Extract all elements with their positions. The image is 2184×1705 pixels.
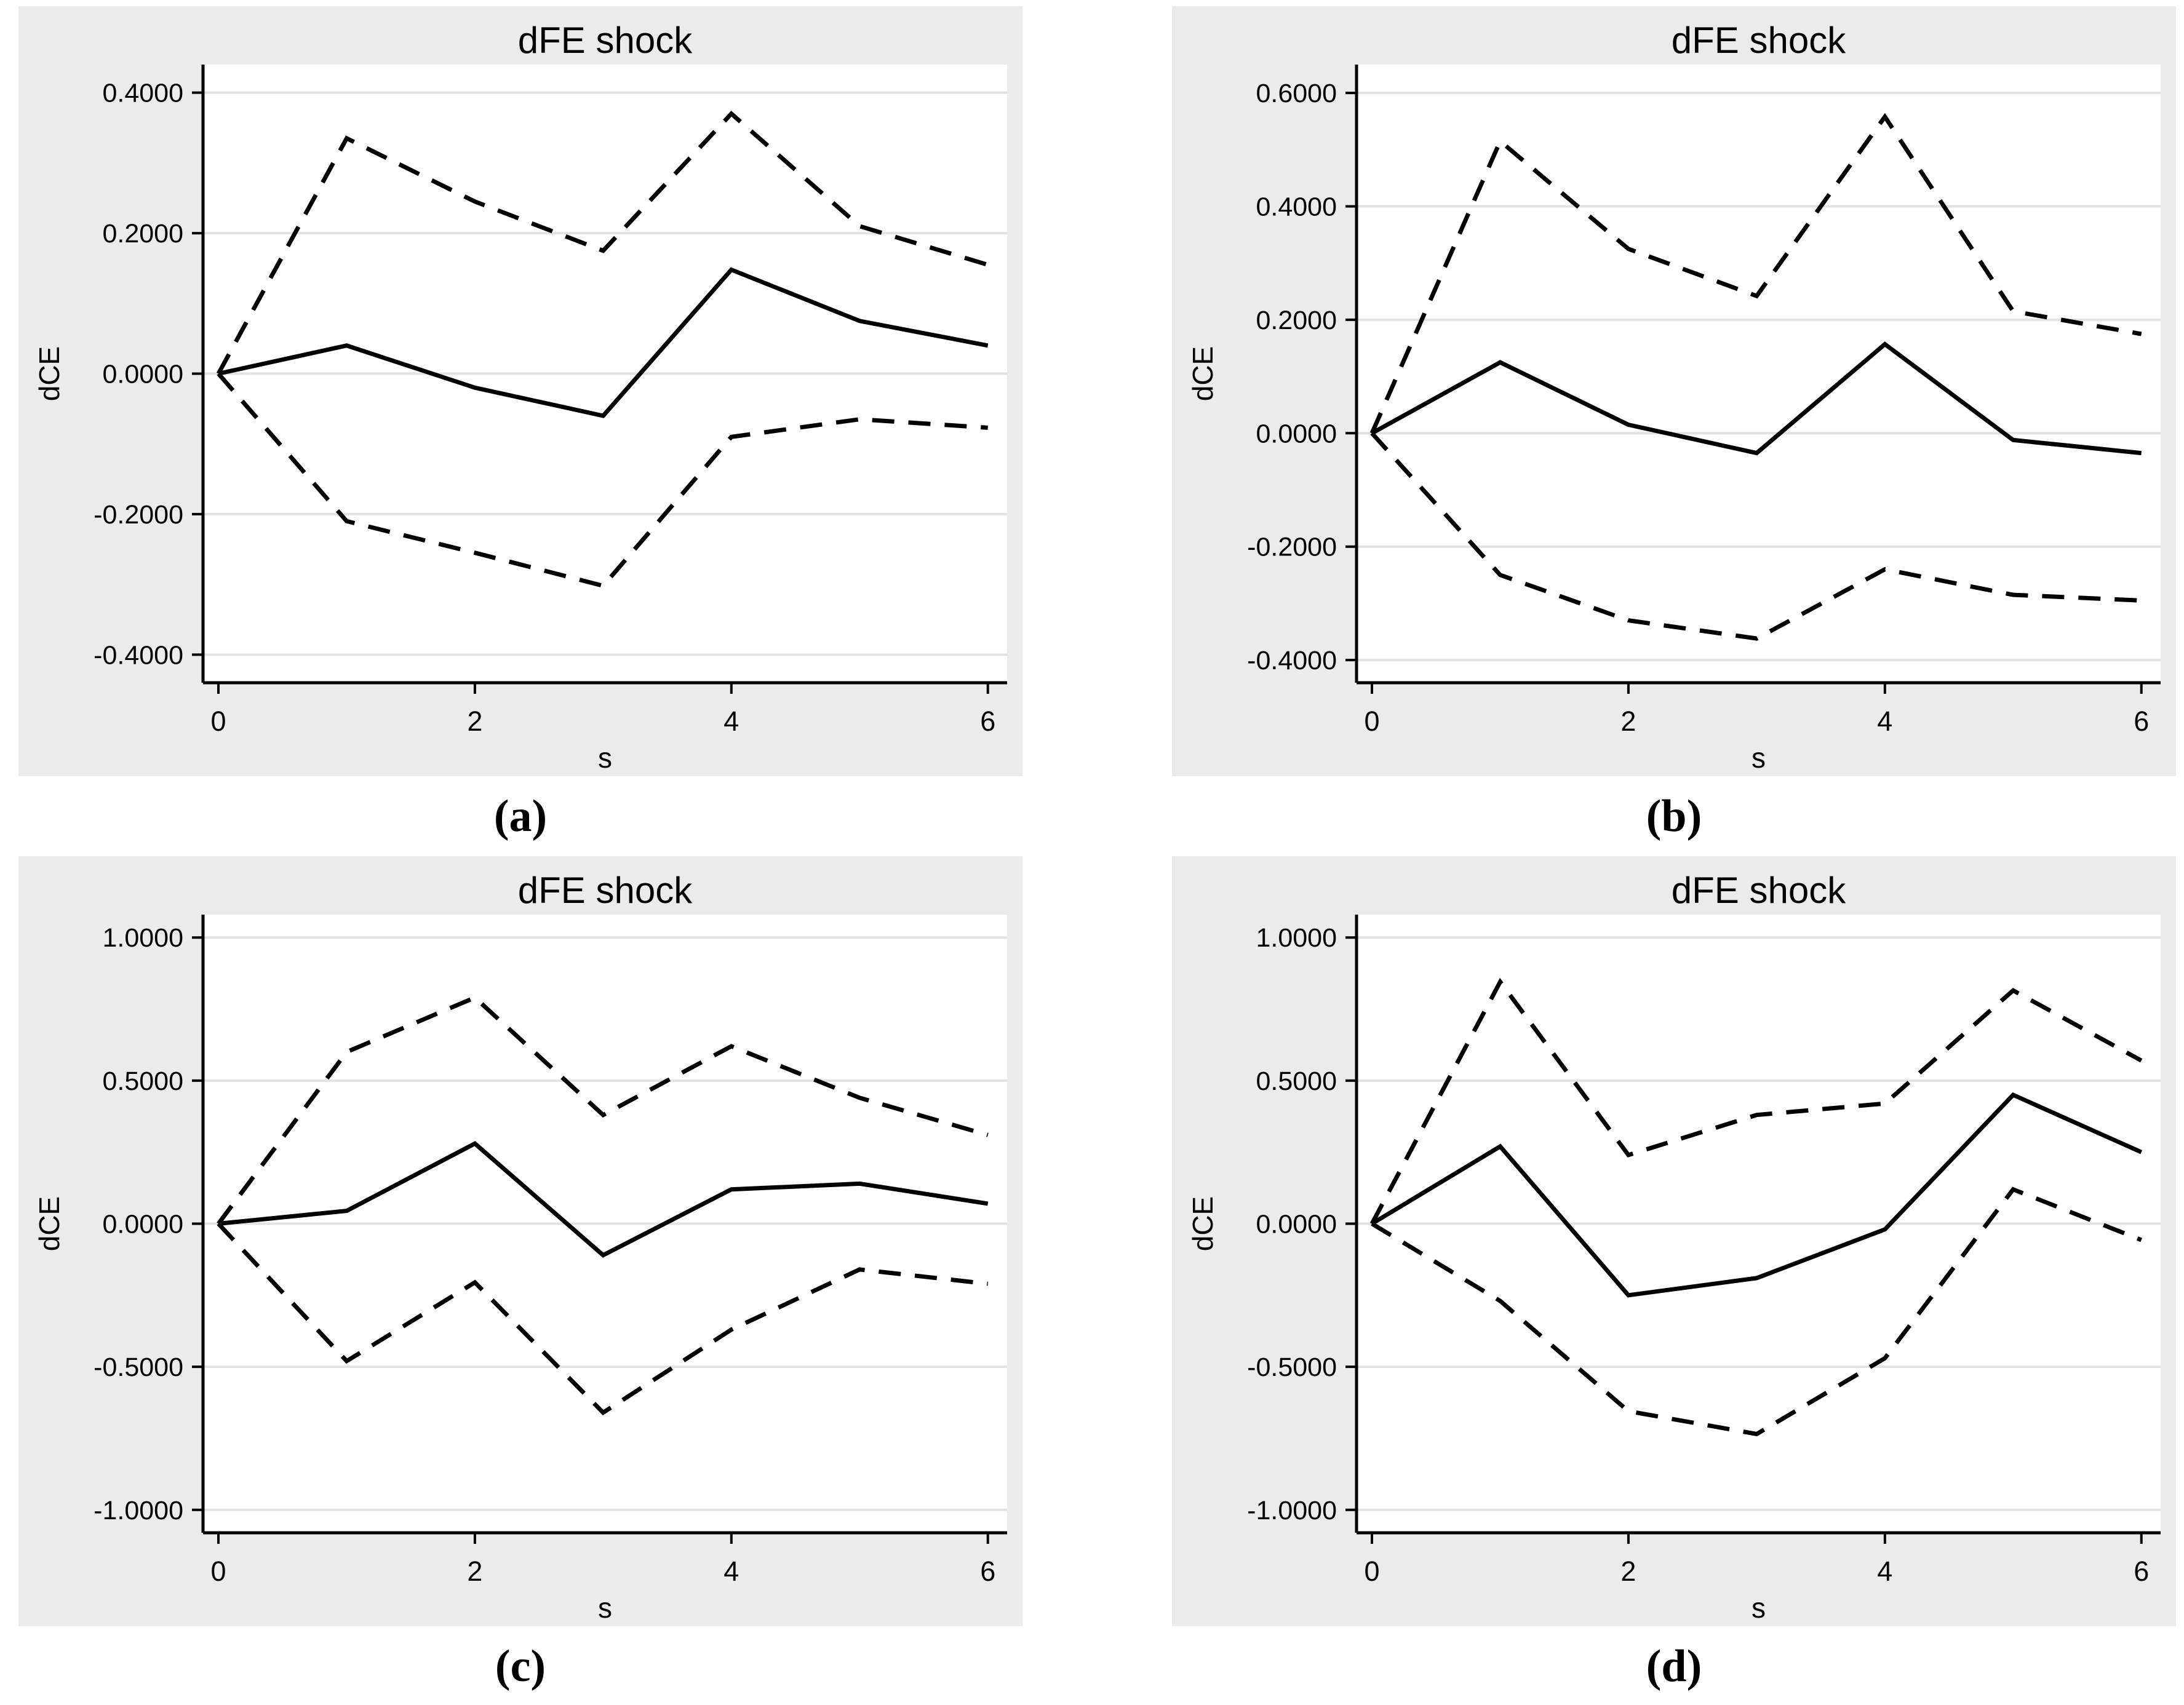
upper-confidence-band-line xyxy=(1369,977,2143,1225)
y-tick-label: -1.0000 xyxy=(1247,1496,1337,1525)
y-tick-label: 0.6000 xyxy=(1256,79,1337,108)
x-tick-label: 4 xyxy=(723,1556,739,1587)
y-tick-label: -0.5000 xyxy=(1247,1353,1337,1382)
x-axis-title: s xyxy=(598,742,612,774)
y-axis-title: dCE xyxy=(33,1196,65,1251)
chart-panel-a: -0.4000 -0.2000 0.0000 0.2000 0.4000 0 2 4 6 s dCE… xyxy=(18,6,1022,776)
x-tick-label: 2 xyxy=(467,1556,482,1587)
y-tick-label: 0.0000 xyxy=(102,360,183,389)
x-tick-label: 0 xyxy=(210,705,226,737)
upper-confidence-band-line xyxy=(1369,113,2142,434)
x-tick-label: 2 xyxy=(1620,1556,1636,1587)
y-tick-label: 0.0000 xyxy=(102,1210,183,1239)
x-tick-label: 6 xyxy=(980,705,995,737)
irf-estimate-line xyxy=(1371,341,2142,456)
irf-estimate-line xyxy=(218,1140,989,1258)
chart-canvas-c: -1.0000 -0.5000 0.0000 0.5000 1.0000 0 2 4 6 s dCE xyxy=(33,915,1007,1624)
x-tick-label: 6 xyxy=(2134,1556,2149,1587)
x-tick-label: 0 xyxy=(1364,705,1379,737)
upper-confidence-band-line xyxy=(216,111,989,375)
lower-confidence-band-line xyxy=(1371,1186,2142,1437)
chart-title-d: dFE shock xyxy=(1671,870,1846,911)
lower-confidence-band-line xyxy=(217,1222,989,1416)
x-tick-label: 6 xyxy=(2134,705,2149,737)
y-tick-label: -0.5000 xyxy=(94,1353,183,1382)
figure-cell-b: -0.4000 -0.2000 0.0000 0.2000 0.4000 0.6000 0 2… xyxy=(1172,6,2176,856)
x-tick-label: 4 xyxy=(1877,705,1892,737)
y-tick-label: 0.4000 xyxy=(1256,193,1337,222)
y-axis-title: dCE xyxy=(1187,1196,1219,1251)
chart-canvas-b: -0.4000 -0.2000 0.0000 0.2000 0.4000 0.6000 0 2… xyxy=(1187,65,2161,774)
y-tick-label: -0.4000 xyxy=(1247,646,1337,675)
figure-cell-d: -1.0000 -0.5000 0.0000 0.5000 1.0000 0 2 4 6 s dCE… xyxy=(1172,856,2176,1705)
chart-panel-c: -1.0000 -0.5000 0.0000 0.5000 1.0000 0 2 4 6 s dCE… xyxy=(18,856,1022,1626)
x-tick-label: 2 xyxy=(1620,705,1636,737)
lower-confidence-band-line xyxy=(217,372,988,589)
x-tick-label: 0 xyxy=(1364,1556,1379,1587)
y-tick-label: 0.2000 xyxy=(102,219,183,248)
x-axis-title: s xyxy=(1752,1592,1766,1624)
chart-title-a: dFE shock xyxy=(517,20,693,61)
y-tick-label: 0.4000 xyxy=(102,79,183,108)
x-tick-label: 0 xyxy=(210,1556,226,1587)
panel-caption-d: (d) xyxy=(1646,1640,1702,1691)
x-axis-title: s xyxy=(598,1592,612,1624)
panel-caption-a: (a) xyxy=(493,790,548,841)
upper-confidence-band-line xyxy=(217,995,989,1225)
x-tick-label: 4 xyxy=(1877,1556,1892,1587)
y-axis-title: dCE xyxy=(1187,346,1219,401)
chart-canvas-a: -0.4000 -0.2000 0.0000 0.2000 0.4000 0 2 4 6 s dCE xyxy=(33,65,1007,774)
y-tick-label: 0.0000 xyxy=(1256,419,1337,448)
chart-title-b: dFE shock xyxy=(1671,20,1846,61)
y-tick-label: -0.2000 xyxy=(1247,533,1337,562)
chart-title-c: dFE shock xyxy=(517,870,693,911)
y-tick-label: 1.0000 xyxy=(1256,923,1337,953)
y-tick-label: 0.0000 xyxy=(1256,1210,1337,1239)
x-axis-title: s xyxy=(1752,742,1766,774)
x-tick-label: 2 xyxy=(467,705,482,737)
irf-estimate-line xyxy=(218,267,989,418)
x-tick-label: 4 xyxy=(723,705,739,737)
y-axis-title: dCE xyxy=(33,346,65,401)
chart-canvas-d: -1.0000 -0.5000 0.0000 0.5000 1.0000 0 2 4 6 s dCE xyxy=(1187,915,2161,1624)
panel-caption-b: (b) xyxy=(1646,790,1702,841)
panel-caption-c: (c) xyxy=(495,1640,546,1691)
chart-panel-b: -0.4000 -0.2000 0.0000 0.2000 0.4000 0.6000 0 2… xyxy=(1172,6,2176,776)
chart-panel-d: -1.0000 -0.5000 0.0000 0.5000 1.0000 0 2 4 6 s dCE… xyxy=(1172,856,2176,1626)
figure-cell-a: -0.4000 -0.2000 0.0000 0.2000 0.4000 0 2 4 6 s dCE… xyxy=(18,6,1022,856)
y-tick-label: -0.4000 xyxy=(94,640,183,670)
y-tick-label: 0.2000 xyxy=(1256,306,1337,335)
figure-grid: -0.4000 -0.2000 0.0000 0.2000 0.4000 0 2 4 6 s dCE… xyxy=(18,6,2176,1705)
y-tick-label: 0.5000 xyxy=(1256,1067,1337,1096)
y-tick-label: 0.5000 xyxy=(102,1067,183,1096)
figure-cell-c: -1.0000 -0.5000 0.0000 0.5000 1.0000 0 2 4 6 s dCE… xyxy=(18,856,1022,1705)
irf-estimate-line xyxy=(1371,1092,2143,1298)
x-tick-label: 6 xyxy=(980,1556,995,1587)
y-tick-label: -1.0000 xyxy=(94,1496,183,1525)
y-tick-label: -0.2000 xyxy=(94,500,183,530)
lower-confidence-band-line xyxy=(1370,431,2142,641)
y-tick-label: 1.0000 xyxy=(102,923,183,953)
